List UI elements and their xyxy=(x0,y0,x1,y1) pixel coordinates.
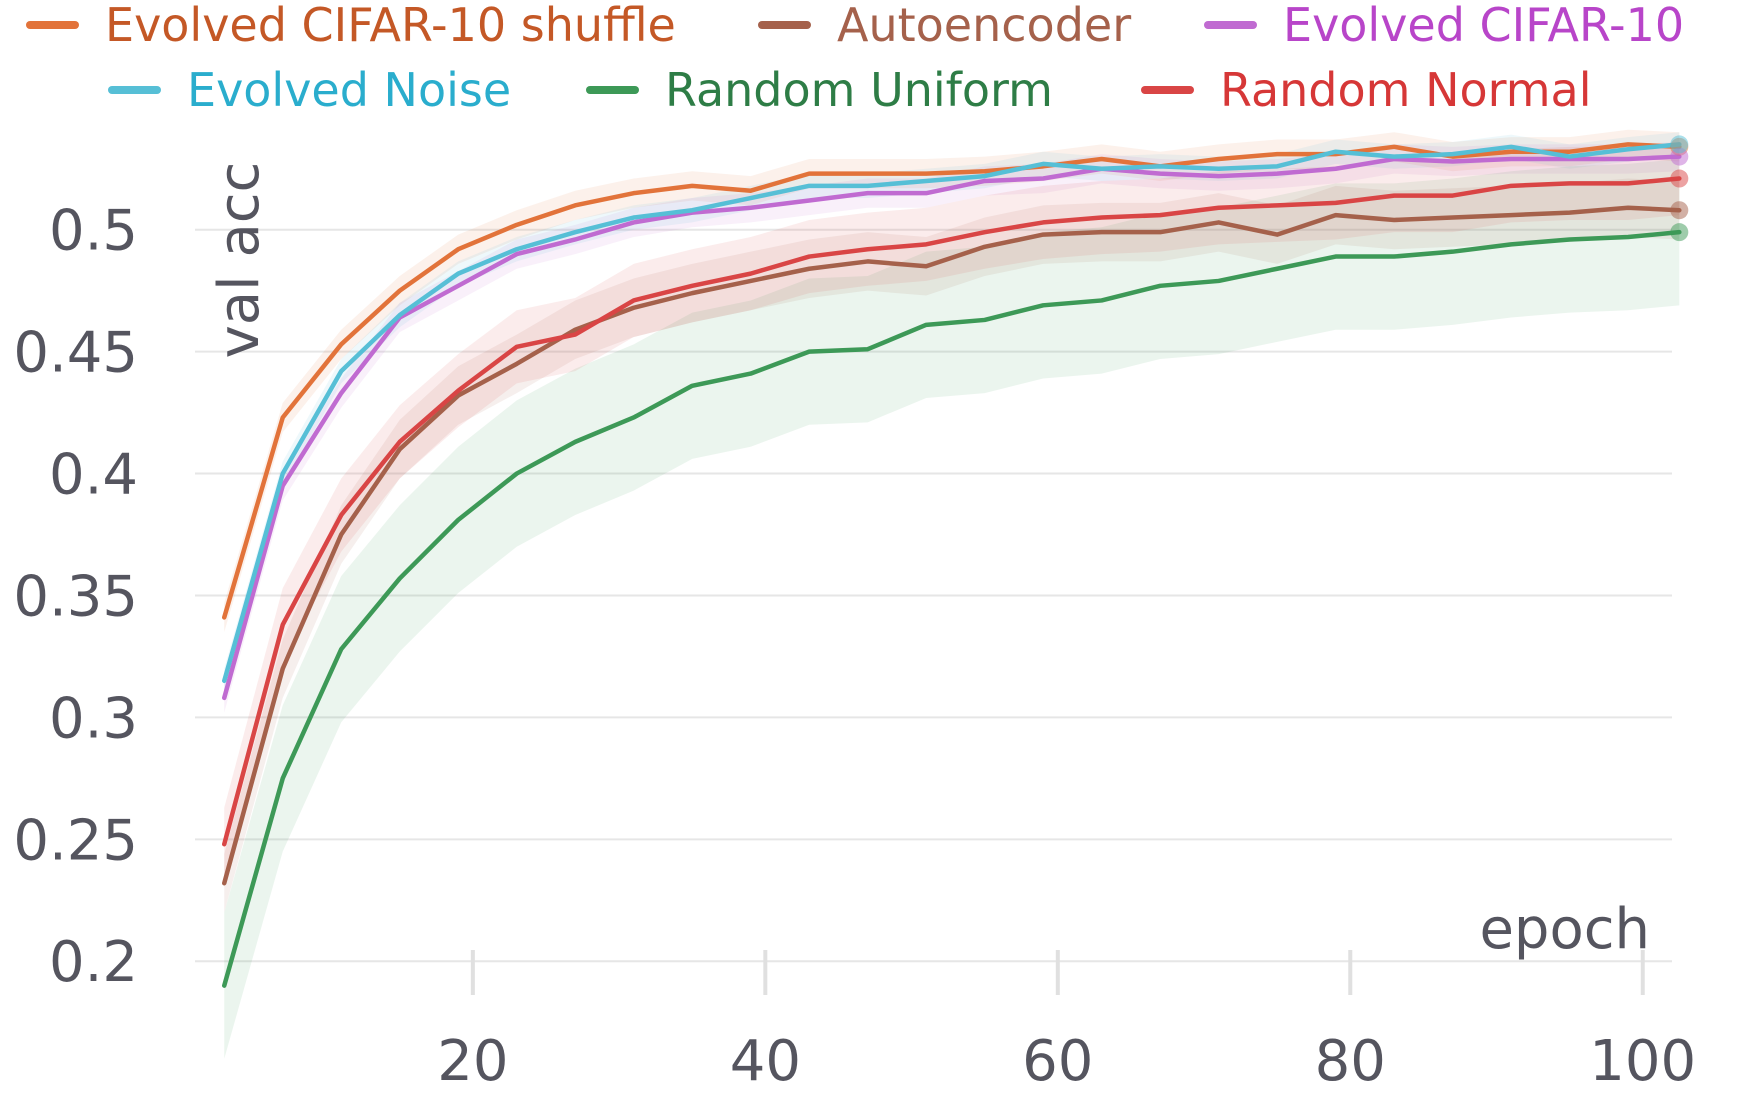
legend-item-random-uniform: Random Uniform xyxy=(586,63,1053,117)
x-tick-label: 40 xyxy=(730,1029,801,1094)
line-evolved-noise xyxy=(221,142,1682,684)
x-axis-label: epoch xyxy=(1479,897,1650,962)
legend-label: Autoencoder xyxy=(837,0,1131,52)
end-marker-autoencoder xyxy=(1670,201,1689,220)
line-autoencoder xyxy=(221,205,1682,886)
y-tick-label: 0.2 xyxy=(49,930,138,995)
y-tick-label: 0.35 xyxy=(13,564,138,629)
legend: Evolved CIFAR-10 shuffle Autoencoder Evolv… xyxy=(26,0,1684,117)
end-marker-evolved-noise xyxy=(1670,135,1689,154)
legend-label: Evolved Noise xyxy=(187,63,511,117)
x-tick-label: 80 xyxy=(1315,1029,1386,1094)
end-marker-random-uniform xyxy=(1670,223,1689,242)
y-axis-label: val acc xyxy=(207,162,272,359)
line-evolved-cifar-10 xyxy=(221,154,1682,701)
end-marker-random-normal xyxy=(1670,169,1689,188)
series-lines xyxy=(221,142,1682,988)
y-tick-label: 0.3 xyxy=(49,686,138,751)
x-tick-label: 20 xyxy=(437,1029,508,1094)
legend-item-autoencoder: Autoencoder xyxy=(758,0,1131,52)
y-tick-labels: 0.2 0.25 0.3 0.35 0.4 0.45 0.5 xyxy=(13,199,138,996)
x-tick-label: 60 xyxy=(1022,1029,1093,1094)
line-random-uniform xyxy=(221,229,1682,988)
grid xyxy=(195,228,1672,995)
legend-label: Evolved CIFAR-10 xyxy=(1283,0,1684,52)
y-tick-label: 0.45 xyxy=(13,321,138,386)
legend-label: Random Normal xyxy=(1220,63,1592,117)
legend-label: Evolved CIFAR-10 shuffle xyxy=(105,0,676,52)
legend-item-evolved-cifar-10: Evolved CIFAR-10 xyxy=(1204,0,1684,52)
end-markers xyxy=(1670,135,1689,242)
x-tick-label: 100 xyxy=(1589,1029,1696,1094)
y-tick-label: 0.5 xyxy=(49,199,138,264)
confidence-bands xyxy=(224,129,1680,1059)
legend-label: Random Uniform xyxy=(665,63,1053,117)
x-tick-labels: 20 40 60 80 100 xyxy=(437,1029,1696,1094)
legend-item-random-normal: Random Normal xyxy=(1141,63,1592,117)
band-random-uniform xyxy=(224,159,1680,1059)
legend-item-evolved-cifar-10-shuffle: Evolved CIFAR-10 shuffle xyxy=(26,0,676,52)
y-tick-label: 0.4 xyxy=(49,443,138,508)
y-tick-label: 0.25 xyxy=(13,808,138,873)
legend-item-evolved-noise: Evolved Noise xyxy=(108,63,511,117)
line-random-normal xyxy=(221,176,1682,847)
